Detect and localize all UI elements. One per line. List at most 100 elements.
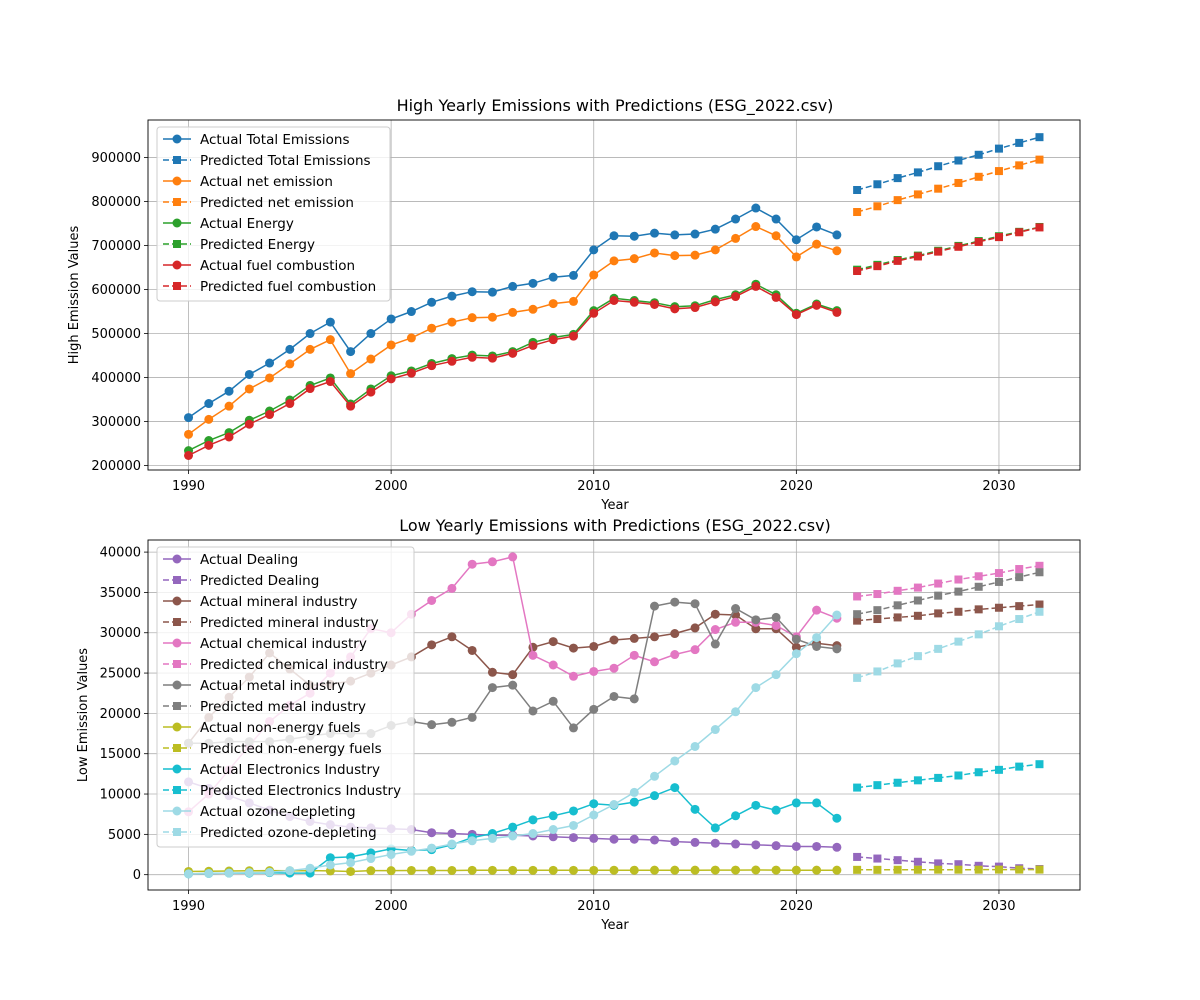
predicted-point <box>994 765 1003 774</box>
legend-marker <box>173 240 181 248</box>
predicted-point <box>853 186 862 194</box>
legend-box <box>156 126 391 302</box>
actual-point <box>812 798 822 808</box>
y-tick-label: 25000 <box>100 667 141 682</box>
actual-point <box>609 296 619 306</box>
legend-label: Predicted fuel combustion <box>200 279 376 295</box>
y-tick-label: 300000 <box>91 415 141 430</box>
actual-point <box>568 865 578 875</box>
x-axis-label: Year <box>600 918 629 933</box>
predicted-point <box>954 156 963 165</box>
actual-point <box>325 860 335 870</box>
x-tick-label: 2010 <box>577 479 610 494</box>
predicted-point <box>1015 573 1024 582</box>
predicted-line-total-emissions <box>856 136 1040 191</box>
predicted-line-metal-industry <box>856 571 1040 615</box>
legend-marker <box>173 786 181 794</box>
predicted-point <box>974 237 983 246</box>
actual-point <box>204 868 214 878</box>
actual-point <box>265 373 275 383</box>
predicted-point <box>1015 565 1024 574</box>
actual-point <box>710 609 720 619</box>
predicted-point <box>1035 223 1044 232</box>
actual-point <box>650 248 660 258</box>
actual-point <box>467 313 477 323</box>
actual-point <box>812 641 822 651</box>
actual-point <box>589 833 599 843</box>
actual-point <box>812 865 822 875</box>
predicted-line-net-emission <box>856 158 1040 213</box>
actual-point <box>568 270 578 280</box>
legend-label: Actual Total Emissions <box>200 132 350 148</box>
actual-point <box>386 314 396 324</box>
actual-point <box>791 634 801 644</box>
predicted-point <box>954 587 963 596</box>
predicted-point <box>974 172 983 181</box>
actual-point <box>224 401 234 411</box>
actual-point <box>285 866 295 876</box>
actual-point <box>244 868 254 878</box>
actual-point <box>629 254 639 264</box>
legend-label: Actual fuel combustion <box>200 258 355 274</box>
actual-point <box>325 335 335 345</box>
legend-label: Actual net emission <box>200 174 333 190</box>
actual-point <box>467 865 477 875</box>
actual-point <box>650 228 660 238</box>
predicted-point <box>913 776 922 785</box>
actual-point <box>589 308 599 318</box>
actual-point <box>791 798 801 808</box>
predicted-point <box>913 168 922 177</box>
actual-point <box>690 623 700 633</box>
y-tick-label: 600000 <box>91 283 141 298</box>
predicted-point <box>873 854 882 863</box>
predicted-line-ozone-depleting <box>856 611 1040 679</box>
actual-point <box>670 230 680 240</box>
actual-point <box>690 229 700 239</box>
actual-point <box>366 387 376 397</box>
predicted-point <box>934 644 943 653</box>
actual-point <box>568 331 578 341</box>
predicted-point <box>934 591 943 600</box>
predicted-point <box>954 607 963 616</box>
actual-point <box>690 741 700 751</box>
predicted-point <box>913 652 922 661</box>
actual-point <box>629 231 639 241</box>
actual-point <box>366 354 376 364</box>
actual-point <box>346 369 356 379</box>
series-metal-industry <box>184 568 1044 748</box>
actual-point <box>406 333 416 343</box>
actual-point <box>366 329 376 339</box>
predicted-point <box>994 622 1003 631</box>
actual-point <box>346 858 356 868</box>
legend-entry: Actual Dealing <box>163 552 298 568</box>
actual-point <box>812 605 822 615</box>
predicted-point <box>954 178 963 187</box>
actual-point <box>609 800 619 810</box>
y-tick-label: 5000 <box>108 828 141 843</box>
actual-point <box>832 813 842 823</box>
actual-point <box>589 245 599 255</box>
predicted-point <box>994 603 1003 612</box>
legend-entry: Actual ozone-depleting <box>163 804 356 820</box>
x-tick-label: 1990 <box>172 899 205 914</box>
actual-point <box>710 639 720 649</box>
predicted-point <box>913 583 922 592</box>
predicted-point <box>913 190 922 199</box>
actual-point <box>650 657 660 667</box>
actual-point <box>467 645 477 655</box>
actual-point <box>204 440 214 450</box>
actual-point <box>406 368 416 378</box>
legend-entry: Predicted mineral industry <box>163 615 379 631</box>
actual-point <box>508 281 518 291</box>
legend-marker <box>172 134 182 144</box>
y-tick-label: 500000 <box>91 327 141 342</box>
actual-point <box>528 865 538 875</box>
actual-point <box>589 641 599 651</box>
x-tick-label: 2020 <box>780 899 813 914</box>
predicted-point <box>1015 865 1024 874</box>
actual-point <box>386 850 396 860</box>
actual-point <box>670 597 680 607</box>
actual-point <box>710 838 720 848</box>
predicted-point <box>1015 161 1024 170</box>
actual-point <box>731 839 741 849</box>
